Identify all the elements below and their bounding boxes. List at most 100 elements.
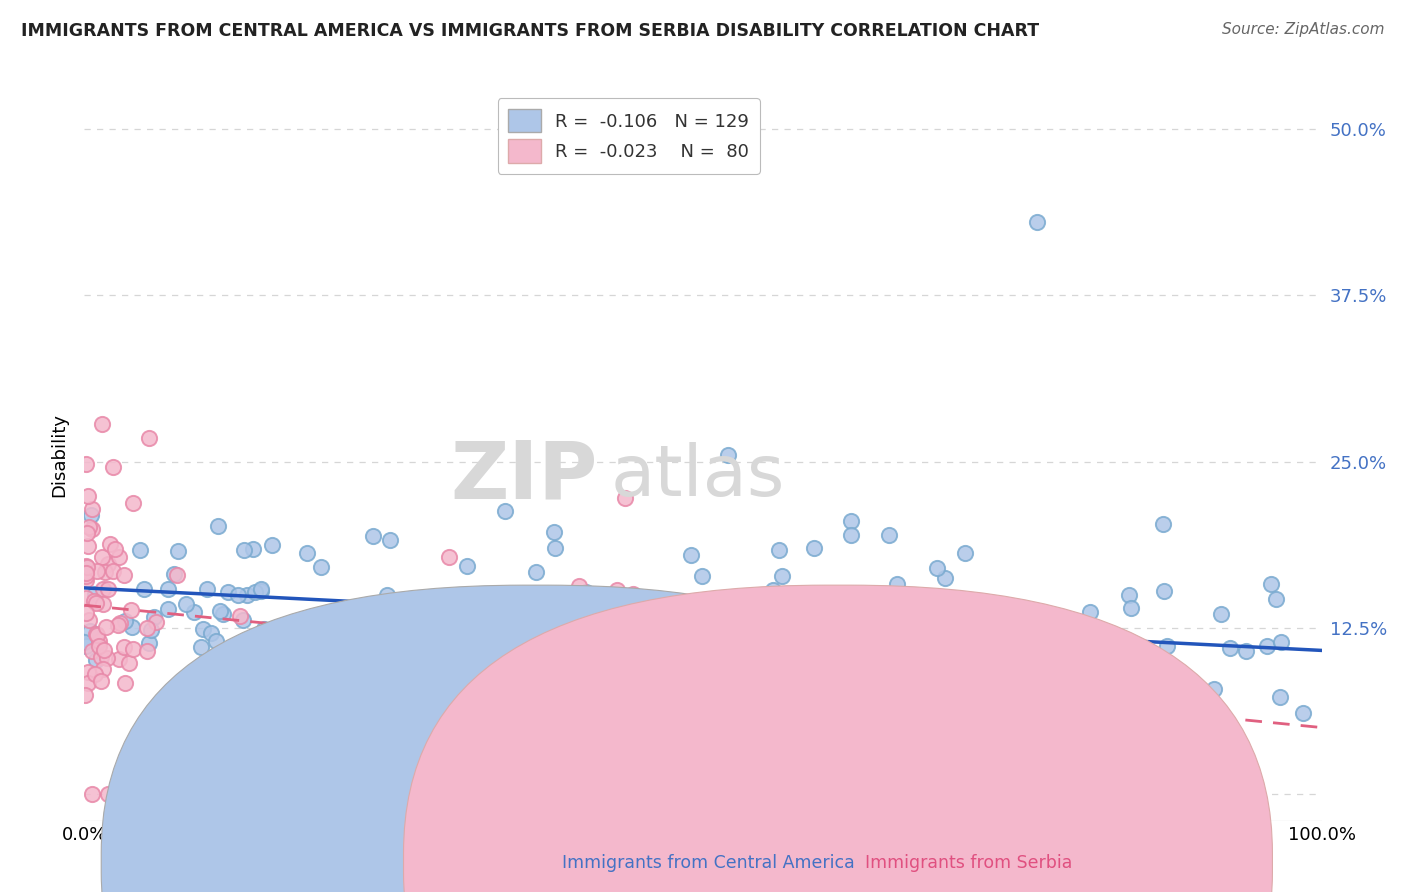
Point — [86, 564, 108, 578]
Point — [232, 543, 254, 558]
Point — [195, 582, 218, 596]
Point — [1026, 215, 1049, 229]
Point — [377, 655, 399, 669]
Point — [593, 662, 616, 676]
Point — [205, 745, 228, 759]
Point — [513, 678, 536, 692]
Point — [112, 568, 135, 582]
Point — [207, 519, 229, 533]
Point — [456, 559, 478, 574]
Point — [1153, 584, 1175, 599]
Point — [93, 565, 115, 579]
Point — [249, 584, 271, 599]
Point — [641, 665, 664, 680]
Point — [226, 588, 249, 602]
Point — [114, 614, 136, 628]
Point — [543, 524, 565, 539]
Point — [107, 617, 129, 632]
Point — [561, 632, 583, 647]
Point — [75, 606, 97, 620]
Point — [132, 582, 155, 597]
Point — [79, 624, 101, 638]
Point — [166, 568, 188, 582]
Point — [1265, 592, 1288, 607]
Point — [1112, 678, 1135, 692]
Point — [97, 787, 120, 801]
Point — [1260, 576, 1282, 591]
Point — [955, 640, 977, 655]
Point — [717, 448, 740, 462]
Point — [821, 663, 844, 677]
Point — [877, 627, 900, 641]
Point — [886, 577, 908, 591]
Point — [75, 559, 97, 574]
Point — [1156, 640, 1178, 654]
Point — [1119, 600, 1142, 615]
Point — [634, 611, 657, 625]
Point — [291, 641, 314, 656]
Point — [325, 675, 347, 690]
Point — [768, 543, 790, 558]
Point — [163, 566, 186, 581]
Point — [91, 662, 114, 676]
Point — [1163, 669, 1185, 683]
Point — [955, 546, 977, 560]
Point — [138, 431, 160, 445]
Point — [841, 527, 863, 541]
Point — [252, 622, 274, 636]
Point — [1118, 588, 1140, 602]
Point — [925, 560, 948, 574]
Point — [156, 582, 179, 596]
Point — [690, 569, 713, 583]
Legend: R =  -0.106   N = 129, R =  -0.023    N =  80: R = -0.106 N = 129, R = -0.023 N = 80 — [498, 98, 761, 174]
Point — [378, 533, 401, 548]
Point — [263, 634, 285, 648]
Point — [75, 560, 97, 574]
Point — [90, 673, 112, 688]
Point — [437, 550, 460, 565]
Point — [681, 548, 703, 562]
Point — [1256, 639, 1278, 653]
Text: atlas: atlas — [610, 442, 785, 511]
Point — [91, 597, 114, 611]
Y-axis label: Disability: Disability — [51, 413, 69, 497]
Point — [495, 707, 517, 722]
Point — [96, 651, 118, 665]
Point — [416, 660, 439, 674]
Text: Immigrants from Central America: Immigrants from Central America — [562, 855, 855, 872]
Point — [640, 647, 662, 661]
Point — [86, 596, 108, 610]
Point — [93, 582, 115, 596]
Point — [128, 543, 150, 558]
Point — [1270, 634, 1292, 648]
Point — [1102, 665, 1125, 679]
Point — [1014, 713, 1036, 727]
Point — [935, 616, 957, 631]
Point — [75, 565, 97, 579]
Point — [568, 579, 591, 593]
Point — [243, 584, 266, 599]
Point — [107, 652, 129, 666]
Point — [101, 460, 124, 475]
Point — [91, 550, 114, 565]
Point — [665, 603, 688, 617]
Point — [136, 621, 159, 635]
Point — [167, 544, 190, 558]
Text: IMMIGRANTS FROM CENTRAL AMERICA VS IMMIGRANTS FROM SERBIA DISABILITY CORRELATION: IMMIGRANTS FROM CENTRAL AMERICA VS IMMIG… — [21, 22, 1039, 40]
Point — [122, 496, 145, 510]
Point — [87, 634, 110, 648]
Point — [274, 661, 297, 675]
Point — [314, 651, 336, 665]
Point — [666, 622, 689, 636]
Point — [575, 585, 598, 599]
Point — [93, 643, 115, 657]
Point — [80, 501, 103, 516]
Point — [252, 670, 274, 684]
Point — [803, 541, 825, 555]
Point — [122, 642, 145, 657]
Point — [363, 529, 385, 543]
Point — [914, 663, 936, 677]
Point — [614, 491, 637, 505]
Point — [89, 640, 111, 654]
Point — [1268, 690, 1291, 704]
